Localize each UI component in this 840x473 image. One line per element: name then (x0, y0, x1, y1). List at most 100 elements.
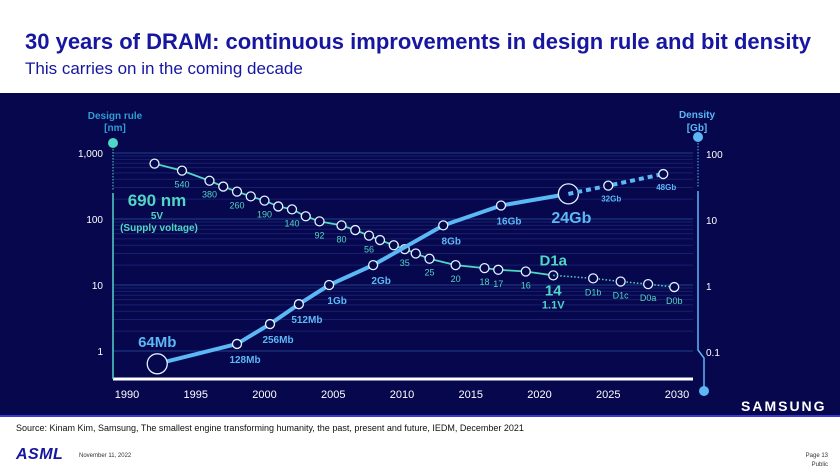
data-point (218, 181, 229, 192)
data-label: 380 (202, 190, 217, 200)
data-point (367, 259, 379, 271)
data-point (176, 165, 188, 176)
x-tick-label: 2030 (665, 389, 689, 401)
left-axis-title: Design rule (88, 111, 143, 122)
node-label-d1a: D1a (539, 252, 567, 269)
right-tick-label: 1 (706, 282, 712, 293)
x-tick-label: 1995 (184, 389, 208, 401)
first-voltage-label: 5V (151, 211, 164, 222)
right-tick-label: 100 (706, 150, 723, 161)
left-tick-label: 10 (92, 281, 104, 292)
data-label: 1Gb (327, 296, 346, 307)
right-axis-dot (693, 132, 703, 142)
data-label: 540 (174, 180, 189, 190)
data-label: 260 (229, 201, 244, 211)
data-label: 8Gb (442, 236, 461, 247)
right-axis-title: Density (679, 110, 716, 121)
data-label: 16 (521, 281, 531, 291)
page-info: Page 13 Public (806, 452, 828, 470)
data-point (314, 216, 325, 227)
left-tick-label: 1,000 (78, 149, 103, 160)
data-point (520, 266, 531, 277)
left-axis-unit: [nm] (104, 123, 126, 134)
data-label: 190 (257, 210, 272, 220)
data-point (231, 338, 243, 350)
right-axis-line (697, 191, 705, 388)
data-point (493, 264, 504, 275)
left-tick-label: 100 (86, 215, 103, 226)
data-label: 256Mb (262, 335, 293, 346)
x-tick-label: 2025 (596, 389, 620, 401)
data-label: 35 (400, 258, 410, 268)
x-tick-label: 2010 (390, 389, 414, 401)
left-axis-dot (108, 138, 118, 148)
slide-date: November 11, 2022 (79, 453, 132, 459)
data-label: 20 (451, 274, 461, 284)
data-point (149, 158, 160, 169)
right-axis-unit: [Gb] (687, 123, 708, 134)
data-label: 64Mb (138, 334, 176, 351)
data-point (374, 234, 386, 246)
data-label: D0b (666, 296, 683, 306)
voltage-label: 1.1V (542, 299, 565, 311)
data-label: D1c (613, 290, 630, 300)
data-point (438, 220, 449, 231)
data-point (293, 299, 305, 310)
data-label: 16Gb (496, 217, 521, 228)
data-point (603, 180, 614, 191)
data-label: 24Gb (551, 210, 591, 227)
data-point (669, 281, 680, 293)
samsung-logo: SAMSUNG (741, 398, 827, 414)
data-label: 25 (424, 268, 434, 278)
data-point (146, 353, 168, 375)
data-point (587, 273, 599, 284)
data-point (245, 191, 256, 202)
data-label: 512Mb (291, 315, 322, 326)
data-point (259, 195, 270, 206)
data-point (479, 263, 490, 274)
data-point (336, 220, 347, 231)
data-label: 128Mb (229, 355, 260, 366)
data-label: D1b (585, 287, 602, 297)
data-label: 56 (364, 245, 374, 255)
data-point (350, 224, 361, 236)
data-point (424, 253, 435, 264)
data-point (615, 276, 626, 287)
data-point (300, 211, 311, 222)
x-tick-label: 2020 (527, 389, 551, 401)
data-label: 140 (284, 218, 299, 228)
slide-title: 30 years of DRAM: continuous improvement… (25, 29, 812, 54)
source-note: Source: Kinam Kim, Samsung, The smallest… (16, 423, 524, 433)
right-axis-bottom-dot (699, 386, 709, 396)
asml-logo: ASML (16, 446, 64, 463)
density-projected-line (567, 172, 664, 196)
data-label: 14 (545, 282, 562, 299)
page-number: Page 13 (805, 453, 828, 459)
x-tick-label: 2005 (321, 389, 345, 401)
data-label: D0a (640, 293, 657, 303)
data-point (410, 248, 421, 259)
data-point (273, 201, 284, 212)
right-tick-label: 10 (706, 216, 718, 227)
data-point (204, 175, 215, 186)
slide-subtitle: This carries on in the coming decade (25, 59, 303, 78)
data-point (658, 168, 669, 180)
data-point (450, 259, 461, 271)
data-label: 80 (336, 234, 346, 244)
data-point (495, 200, 507, 211)
data-point (388, 240, 399, 251)
right-tick-label: 0.1 (706, 348, 720, 359)
x-tick-label: 2000 (252, 389, 276, 401)
data-label: 92 (314, 230, 324, 240)
voltage-caption: (Supply voltage) (120, 223, 198, 234)
data-label: 2Gb (371, 276, 390, 287)
data-label: 32Gb (601, 195, 621, 204)
data-label: 18 (479, 277, 489, 287)
data-point (323, 279, 335, 291)
data-label: 17 (493, 279, 503, 289)
first-node-label: 690 nm (128, 191, 187, 210)
data-label: 48Gb (656, 183, 676, 192)
data-point (264, 318, 276, 330)
x-tick-label: 1990 (115, 389, 139, 401)
